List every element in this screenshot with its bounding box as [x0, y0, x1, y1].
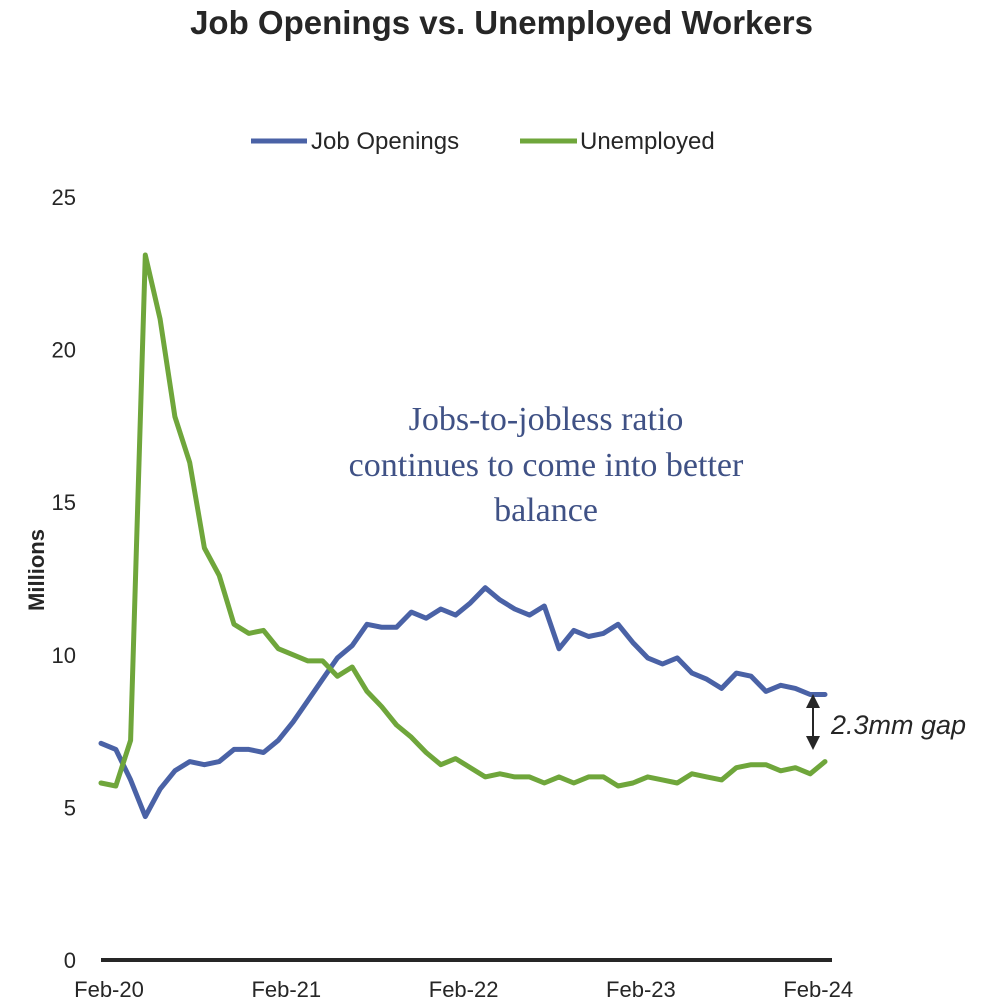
annotation-line-3: balance [494, 492, 598, 529]
series-layer [98, 252, 828, 820]
y-axis-ticks: 0 5 10 15 20 25 [52, 185, 76, 973]
y-tick-label: 25 [52, 185, 76, 210]
y-tick-label: 20 [52, 338, 76, 363]
annotation-line-1: Jobs-to-jobless ratio [409, 401, 684, 438]
legend: Job Openings Unemployed [251, 128, 715, 155]
x-tick-label: Feb-24 [783, 977, 853, 1002]
chart-title: Job Openings vs. Unemployed Workers [190, 4, 813, 41]
gap-label: 2.3mm gap [830, 710, 966, 740]
series-line-job-openings [98, 585, 828, 820]
gap-arrow [806, 694, 820, 750]
legend-label-job-openings: Job Openings [311, 128, 459, 155]
x-tick-label: Feb-23 [606, 977, 676, 1002]
y-axis-label: Millions [24, 529, 49, 611]
y-tick-label: 10 [52, 643, 76, 668]
y-tick-label: 0 [64, 948, 76, 973]
series-line-unemployed [98, 252, 828, 789]
annotation-line-2: continues to come into better [349, 447, 744, 484]
y-tick-label: 5 [64, 795, 76, 820]
x-tick-label: Feb-21 [251, 977, 321, 1002]
legend-label-unemployed: Unemployed [580, 128, 715, 155]
y-tick-label: 15 [52, 490, 76, 515]
x-tick-label: Feb-22 [429, 977, 499, 1002]
x-axis-ticks: Feb-20 Feb-21 Feb-22 Feb-23 Feb-24 [74, 977, 853, 1002]
x-tick-label: Feb-20 [74, 977, 144, 1002]
